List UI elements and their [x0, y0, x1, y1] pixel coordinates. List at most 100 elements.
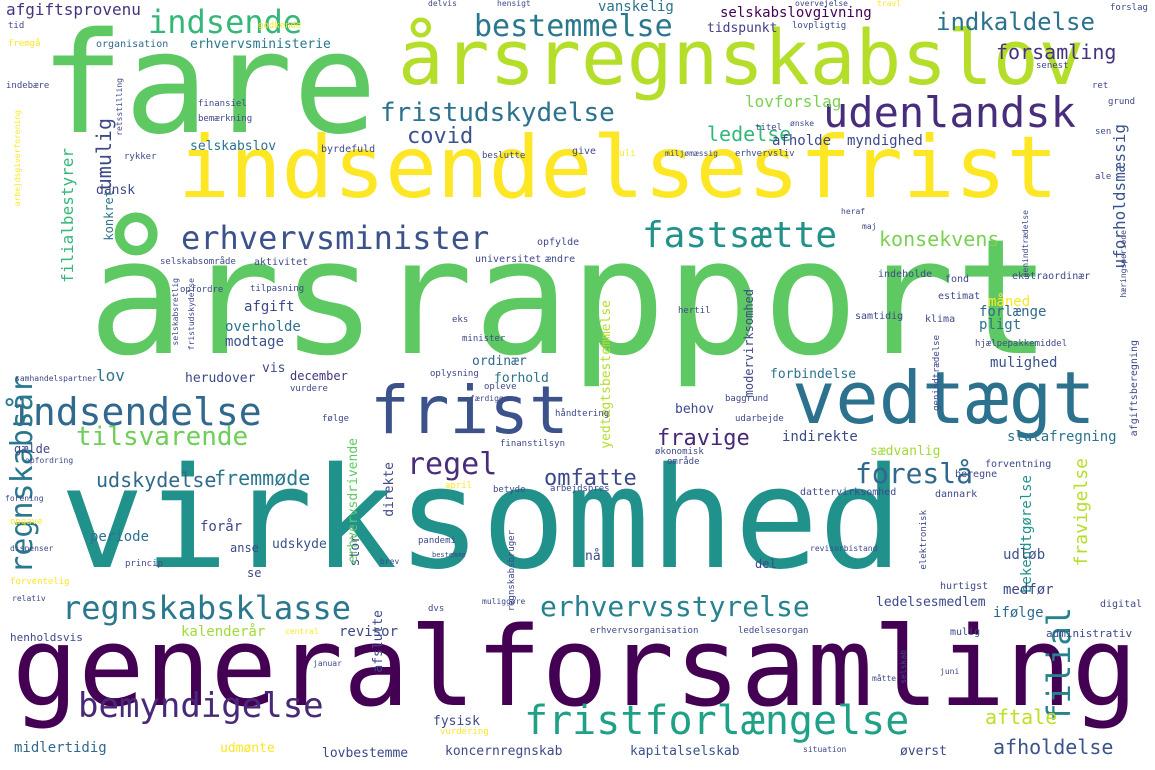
- cloud-word: minister: [462, 334, 506, 344]
- cloud-word: administrativ: [1046, 627, 1133, 640]
- cloud-word: forsamling: [996, 40, 1117, 64]
- cloud-word: afholdelse: [993, 735, 1114, 759]
- cloud-word: nå: [585, 549, 601, 564]
- cloud-word: slutafregning: [1007, 429, 1117, 445]
- cloud-word: opfordring: [25, 456, 74, 465]
- cloud-word: gælde: [14, 442, 51, 456]
- cloud-word: erhvervsliv: [735, 149, 795, 159]
- cloud-word: afgift: [244, 299, 295, 315]
- cloud-word: indsende: [148, 3, 303, 41]
- cloud-word: beslutte: [482, 151, 526, 161]
- cloud-word: forår: [200, 519, 243, 535]
- cloud-word: brev: [380, 557, 400, 566]
- cloud-word: ledelsesmedlem: [876, 595, 986, 610]
- cloud-word: selskabslov: [190, 139, 277, 154]
- cloud-word: revisorbistand: [810, 544, 878, 553]
- cloud-word: aftale: [985, 705, 1058, 729]
- cloud-word: ifølge: [993, 605, 1044, 621]
- cloud-word: juli: [614, 149, 636, 159]
- cloud-word: bemærkning: [198, 114, 253, 124]
- cloud-word: forbindelse: [770, 367, 857, 382]
- cloud-word: lovforslag: [745, 92, 842, 111]
- cloud-word: ønske: [790, 119, 815, 128]
- cloud-word: indkaldelse: [936, 8, 1095, 36]
- cloud-word: frist: [370, 372, 569, 449]
- cloud-word: årsrapport: [88, 204, 1052, 391]
- cloud-word: hertil: [678, 306, 711, 316]
- cloud-word: øverst: [900, 744, 947, 759]
- cloud-word: vurdere: [290, 384, 328, 394]
- cloud-word: muliggøre: [482, 597, 526, 606]
- cloud-word: hjælpepakkemiddel: [975, 339, 1068, 349]
- cloud-word: aktivitet: [254, 257, 309, 268]
- cloud-word: forening: [5, 494, 44, 503]
- cloud-word: grund: [1108, 97, 1136, 107]
- cloud-word: overholde: [225, 319, 301, 335]
- cloud-word: regel: [407, 447, 498, 482]
- cloud-word: afslutte: [371, 610, 386, 673]
- cloud-word: lovpligtig: [792, 21, 847, 31]
- cloud-word: bestemme: [432, 551, 466, 559]
- cloud-word: opleve: [484, 382, 517, 392]
- cloud-word: fysisk: [433, 714, 480, 729]
- cloud-word: godkende: [258, 21, 302, 31]
- cloud-word: mulighed: [990, 355, 1058, 371]
- cloud-word: rykker: [124, 152, 157, 162]
- cloud-word: samtidig: [855, 311, 904, 322]
- cloud-word: fristforlængelse: [524, 698, 910, 744]
- cloud-word: ret: [1092, 81, 1109, 91]
- cloud-word: anse: [230, 541, 259, 555]
- cloud-word: udløb: [1003, 547, 1046, 563]
- cloud-word: finanstilsyn: [500, 439, 566, 449]
- cloud-word: heraf: [841, 207, 866, 216]
- cloud-word: maj: [862, 222, 877, 231]
- cloud-word: selskabsretlig: [171, 278, 180, 346]
- cloud-word: estimat: [938, 291, 981, 302]
- cloud-word: fastsætte: [642, 215, 838, 256]
- cloud-word: universitet: [475, 254, 542, 265]
- cloud-word: afgiftsprovenu: [6, 0, 141, 19]
- cloud-word: lov: [96, 366, 125, 385]
- cloud-word: opgave: [10, 517, 43, 527]
- cloud-word: indeholde: [878, 269, 933, 280]
- cloud-word: konkret: [102, 190, 116, 241]
- cloud-word: sen: [1095, 127, 1112, 137]
- cloud-word: dansk: [96, 183, 136, 198]
- cloud-word: dattervirksomhed: [800, 487, 897, 498]
- cloud-word: erhvervsorganisation: [590, 626, 699, 636]
- cloud-word: økonomisk: [655, 447, 704, 457]
- cloud-word: give: [572, 146, 597, 157]
- cloud-word: retsstilling: [115, 78, 124, 136]
- cloud-word: sædvanlig: [870, 444, 941, 459]
- cloud-word: dannark: [935, 489, 978, 500]
- cloud-word: henholdsvis: [10, 631, 83, 644]
- cloud-word: fare: [40, 3, 378, 166]
- cloud-word: behov: [675, 402, 715, 417]
- cloud-word: måtte: [872, 674, 897, 683]
- cloud-word: bestemmelse: [474, 9, 673, 44]
- cloud-word: pligt: [979, 317, 1022, 333]
- cloud-word: tid: [8, 21, 25, 31]
- cloud-word: indebære: [6, 81, 50, 91]
- cloud-word: selskabsområde: [160, 257, 236, 267]
- cloud-word: område: [667, 457, 700, 467]
- cloud-word: beregne: [955, 469, 998, 480]
- cloud-word: bekendtgørelse: [1019, 475, 1035, 594]
- cloud-word: bemyndigelse: [78, 686, 324, 726]
- cloud-word: miljømæssig: [665, 149, 718, 158]
- cloud-word: udenlandsk: [823, 88, 1076, 137]
- cloud-word: genindtrædelse: [1021, 210, 1030, 278]
- cloud-word: organisation: [96, 39, 169, 50]
- cloud-word: indsendelse: [10, 390, 262, 434]
- cloud-word: titel: [755, 123, 783, 133]
- cloud-word: ledelsesorgan: [738, 626, 809, 636]
- cloud-word: ledelse: [707, 122, 792, 146]
- cloud-word: kalenderår: [181, 624, 266, 640]
- cloud-word: elektronisk: [919, 510, 929, 570]
- cloud-word: modtage: [225, 334, 285, 350]
- cloud-word: betyde: [493, 485, 526, 495]
- cloud-word: modervirksomhed: [742, 289, 756, 398]
- cloud-word: vanskelig: [598, 0, 674, 15]
- cloud-word: arbejdsgiverforening: [13, 110, 22, 207]
